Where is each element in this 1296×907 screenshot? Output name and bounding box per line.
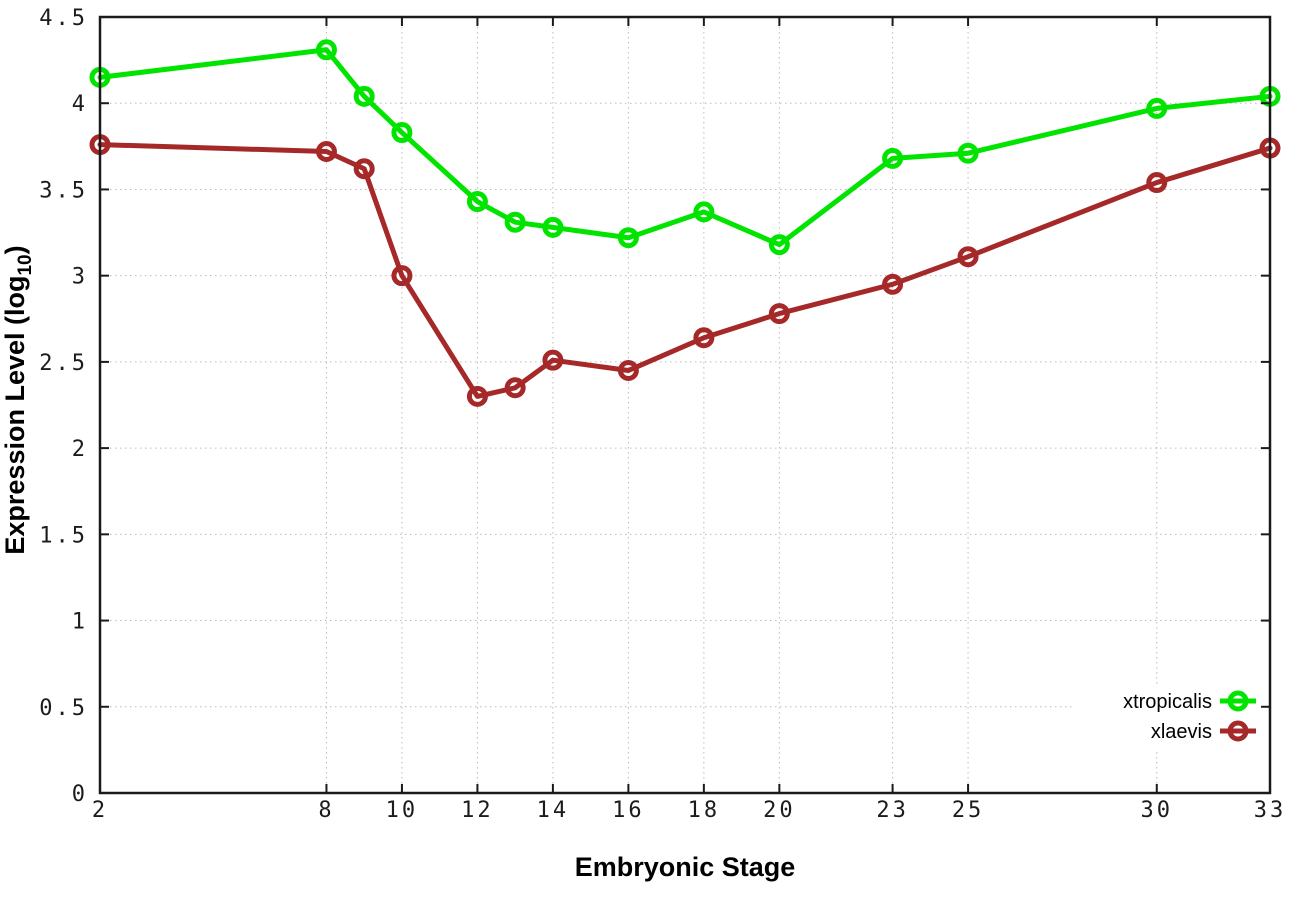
y-axis-title-suffix: ) <box>0 245 30 254</box>
plot-border <box>98 15 1272 795</box>
data-point-xlaevis-stage-8 <box>315 141 337 163</box>
data-point-xtropicalis-stage-9 <box>353 85 375 107</box>
data-point-xlaevis-stage-18 <box>693 327 715 349</box>
plot-border-layer <box>98 15 1272 795</box>
legend-marker-xlaevis <box>1227 720 1249 742</box>
data-point-xlaevis-stage-30 <box>1146 172 1168 194</box>
y-tick-label-2.5: 2.5 <box>39 351 88 376</box>
data-point-xtropicalis-stage-18 <box>693 201 715 223</box>
data-point-xtropicalis-stage-30 <box>1146 97 1168 119</box>
data-point-xtropicalis-stage-23 <box>882 147 904 169</box>
data-point-xlaevis-stage-9 <box>353 158 375 180</box>
data-point-xtropicalis-stage-25 <box>957 142 979 164</box>
y-tick-label-1: 1 <box>72 610 88 635</box>
y-tick-label-0.5: 0.5 <box>39 696 88 721</box>
x-tick-label-2: 2 <box>92 798 108 823</box>
x-tick-label-14: 14 <box>537 798 570 823</box>
axis-tics-layer <box>99 16 1271 794</box>
data-point-xtropicalis-stage-14 <box>542 216 564 238</box>
y-tick-label-3.5: 3.5 <box>39 178 88 203</box>
legend: xtropicalis xlaevis <box>1123 690 1256 743</box>
data-point-xlaevis-stage-16 <box>617 360 639 382</box>
x-tick-label-10: 10 <box>386 798 419 823</box>
x-tick-label-20: 20 <box>763 798 796 823</box>
x-tick-label-25: 25 <box>952 798 985 823</box>
data-point-xtropicalis-stage-16 <box>617 227 639 249</box>
y-tick-label-0: 0 <box>72 782 88 807</box>
x-tick-label-12: 12 <box>461 798 494 823</box>
x-tick-label-18: 18 <box>688 798 721 823</box>
data-point-xtropicalis-stage-20 <box>768 234 790 256</box>
data-point-xlaevis-stage-13 <box>504 377 526 399</box>
y-axis-title: Expression Level (log10) <box>0 245 36 554</box>
data-point-xlaevis-stage-10 <box>391 265 413 287</box>
x-tick-label-30: 30 <box>1141 798 1174 823</box>
x-tick-label-16: 16 <box>612 798 645 823</box>
data-point-xtropicalis-stage-10 <box>391 122 413 144</box>
legend-label-xtropicalis: xtropicalis <box>1123 691 1212 713</box>
series-line-xtropicalis <box>97 47 1273 248</box>
data-point-xtropicalis-stage-13 <box>504 211 526 233</box>
data-point-xlaevis-stage-23 <box>882 273 904 295</box>
data-point-xlaevis-stage-12 <box>466 385 488 407</box>
grid-layer <box>99 16 1271 794</box>
data-point-xtropicalis-stage-12 <box>466 191 488 213</box>
y-axis-title-main: Expression Level (log <box>0 276 30 555</box>
x-tick-label-23: 23 <box>876 798 909 823</box>
y-tick-label-3: 3 <box>72 265 88 290</box>
y-tick-label-4.5: 4.5 <box>39 6 88 31</box>
data-point-xlaevis-stage-20 <box>768 303 790 325</box>
y-tick-label-2: 2 <box>72 437 88 462</box>
data-point-xtropicalis-stage-8 <box>315 39 337 61</box>
x-tick-label-8: 8 <box>318 798 334 823</box>
legend-marker-xtropicalis <box>1227 690 1249 712</box>
y-axis-title-subscript: 10 <box>15 254 36 275</box>
data-point-xlaevis-stage-25 <box>957 246 979 268</box>
series-line-xlaevis <box>97 142 1273 399</box>
legend-label-xlaevis: xlaevis <box>1151 721 1212 743</box>
tick-labels-layer: 2 8 10 12 14 16 18 20 23 25 30 33 0 0.5 1 1.5 2 2.5 3 3.5 4 4… <box>39 6 1287 823</box>
x-axis-title: Embryonic Stage <box>575 852 796 882</box>
y-tick-label-4: 4 <box>72 92 88 117</box>
series-layer <box>89 39 1281 407</box>
x-tick-label-33: 33 <box>1254 798 1287 823</box>
y-tick-label-1.5: 1.5 <box>39 523 88 548</box>
data-point-xlaevis-stage-14 <box>542 349 564 371</box>
